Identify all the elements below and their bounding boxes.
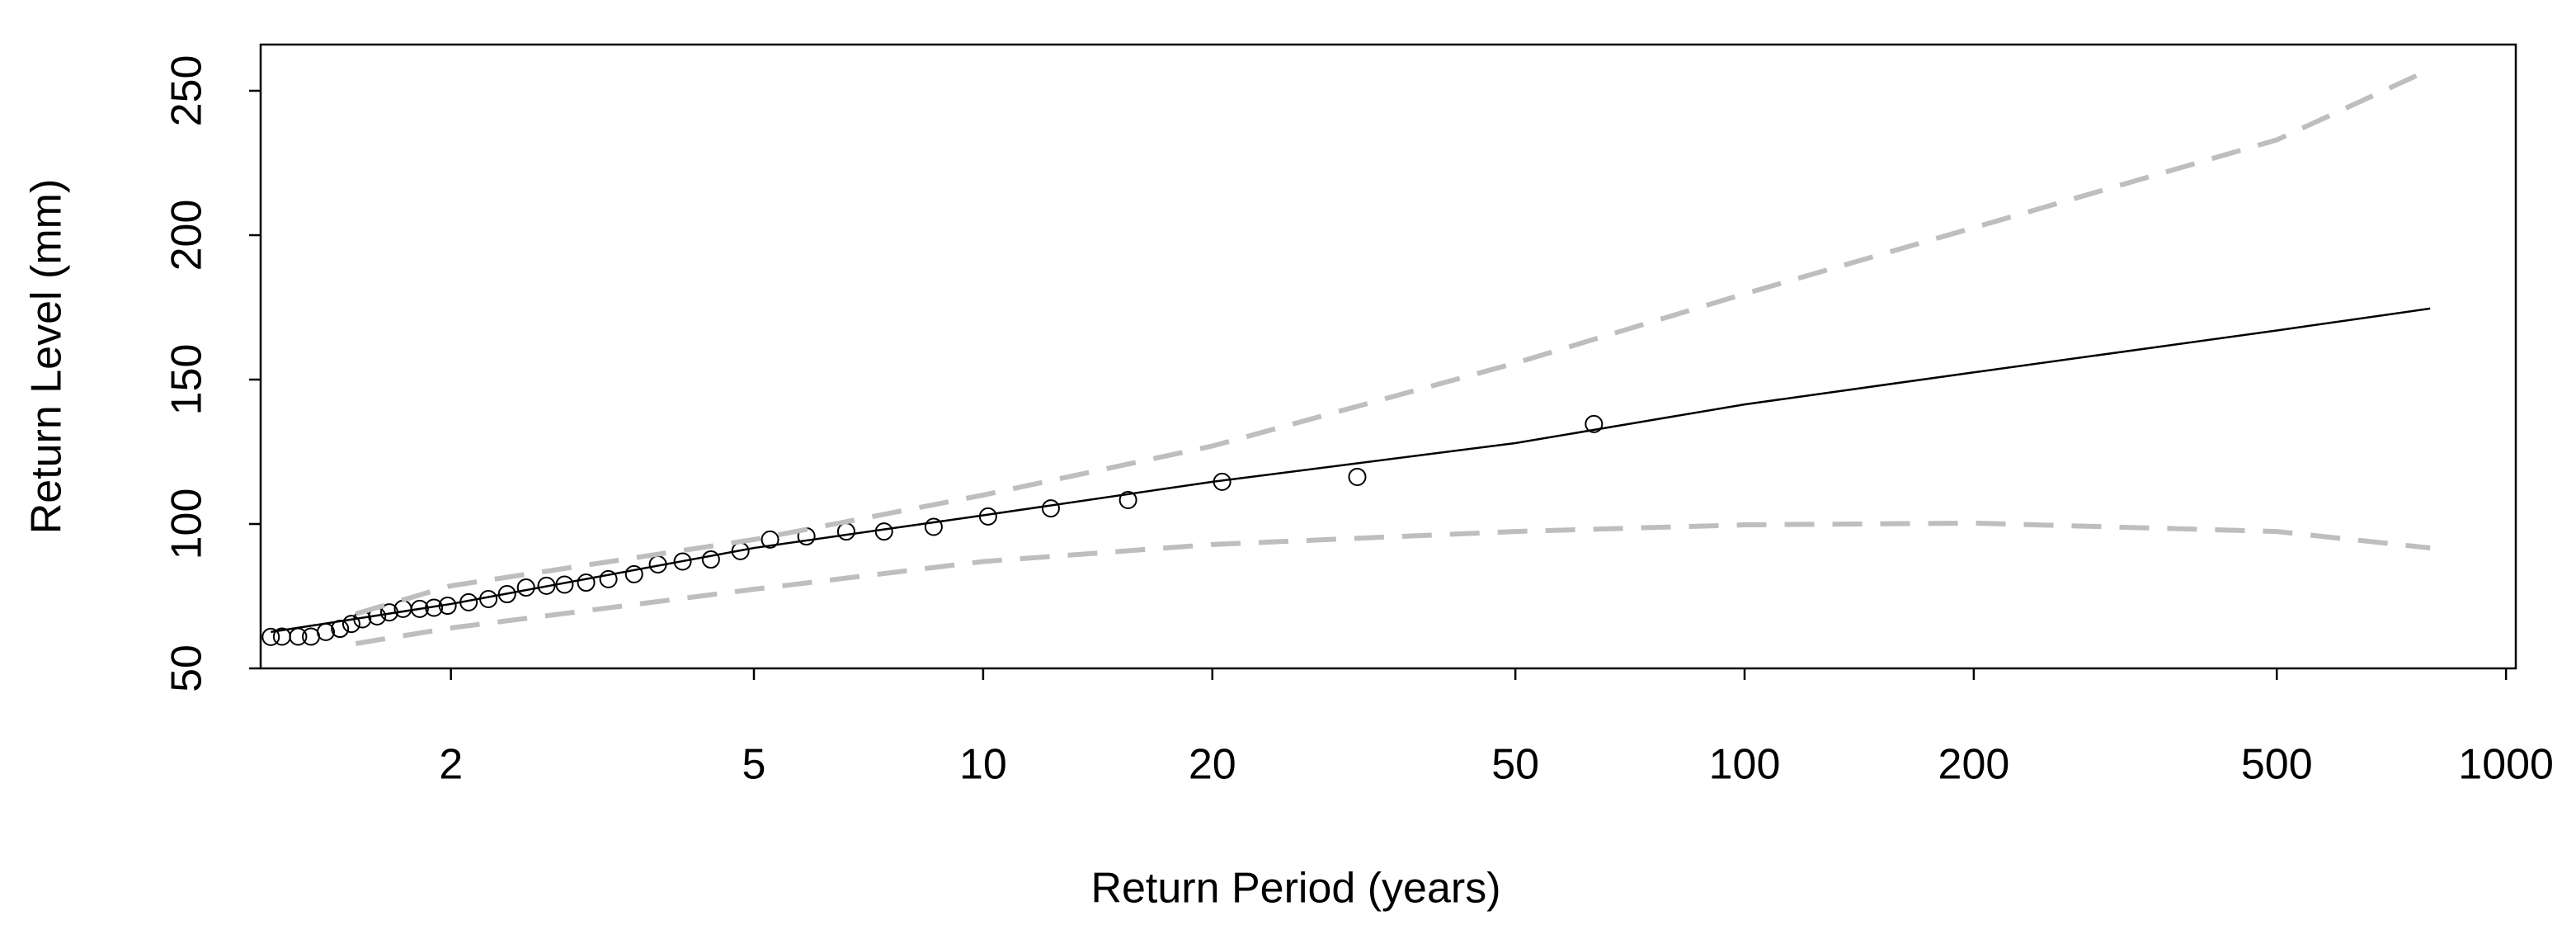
data-point bbox=[924, 517, 943, 536]
confidence-line bbox=[355, 67, 2432, 616]
y-tick-label: 50 bbox=[163, 644, 211, 692]
y-axis-label: Return Level (mm) bbox=[23, 179, 71, 535]
y-tick-label: 200 bbox=[163, 200, 211, 271]
data-point bbox=[761, 530, 779, 549]
x-axis-label: Return Period (years) bbox=[1090, 865, 1500, 913]
x-tick-label: 20 bbox=[1189, 741, 1236, 789]
data-point bbox=[701, 550, 720, 569]
x-tick-label: 100 bbox=[1709, 741, 1781, 789]
data-point bbox=[624, 564, 643, 583]
data-point bbox=[1585, 414, 1604, 433]
plot-frame bbox=[259, 43, 2517, 670]
data-point bbox=[874, 522, 893, 541]
x-tick-label: 1000 bbox=[2458, 741, 2554, 789]
data-point bbox=[302, 627, 321, 646]
y-tick-label: 150 bbox=[163, 344, 211, 416]
data-point bbox=[1118, 490, 1137, 509]
x-tick-label: 50 bbox=[1491, 741, 1539, 789]
x-tick-label: 10 bbox=[959, 741, 1007, 789]
x-tick-label: 200 bbox=[1938, 741, 2010, 789]
x-tick-label: 500 bbox=[2241, 741, 2313, 789]
data-point bbox=[673, 552, 692, 571]
fit-line bbox=[271, 307, 2431, 634]
data-point bbox=[261, 627, 280, 646]
data-point bbox=[577, 573, 596, 592]
data-point bbox=[289, 627, 308, 646]
data-point bbox=[1348, 467, 1367, 486]
confidence-line bbox=[355, 520, 2431, 646]
data-point bbox=[599, 569, 618, 588]
data-point bbox=[341, 615, 360, 634]
y-tick-label: 100 bbox=[163, 489, 211, 560]
y-tick-label: 250 bbox=[163, 55, 211, 127]
data-point bbox=[1041, 499, 1060, 518]
data-point bbox=[516, 578, 535, 597]
data-point bbox=[836, 522, 855, 541]
data-point bbox=[410, 599, 429, 618]
x-tick-label: 5 bbox=[742, 741, 766, 789]
x-tick-label: 2 bbox=[439, 741, 463, 789]
